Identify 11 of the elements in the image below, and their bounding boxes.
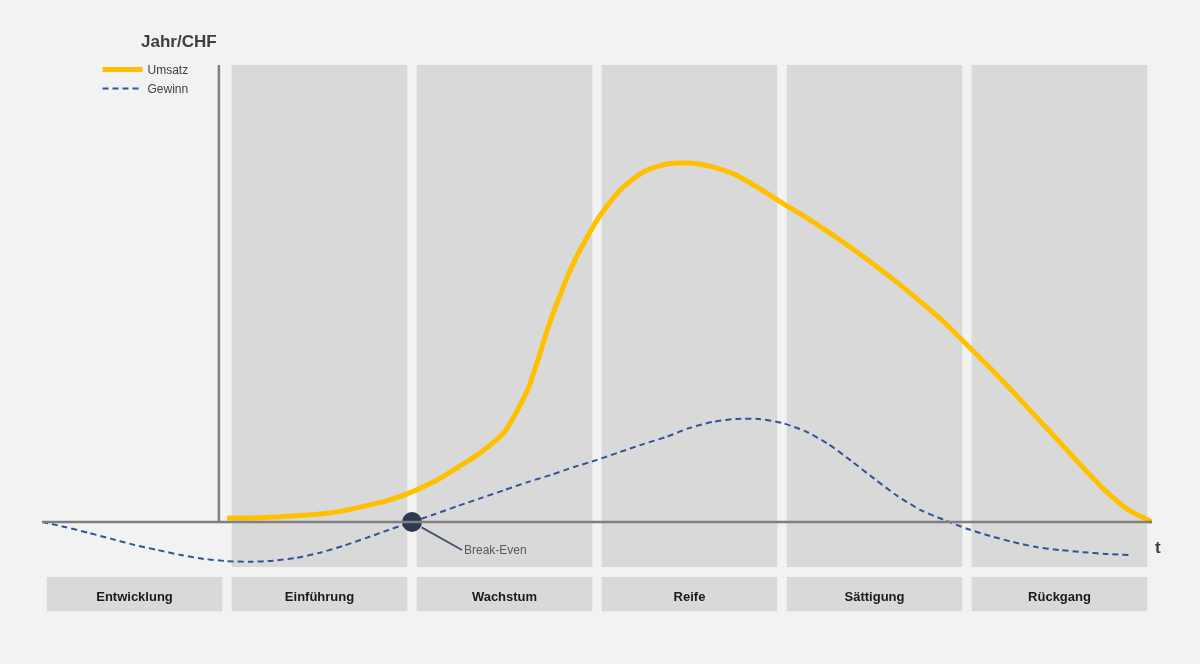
- legend-label: Gewinn: [147, 82, 189, 97]
- x-tick-label: Wachstum: [471, 589, 538, 604]
- x-tick-label: Sättigung: [844, 589, 905, 604]
- x-tick-label: Entwicklung: [96, 589, 173, 604]
- annotation: t: [1155, 538, 1161, 557]
- x-tick-label: Einführung: [284, 589, 355, 604]
- annotation: Break-Even: [464, 543, 527, 557]
- legend-label: Umsatz: [147, 63, 189, 78]
- x-tick-label: Reife: [673, 589, 706, 604]
- x-tick-label: Rückgang: [1028, 589, 1091, 604]
- text: Jahr/CHF: [141, 32, 217, 51]
